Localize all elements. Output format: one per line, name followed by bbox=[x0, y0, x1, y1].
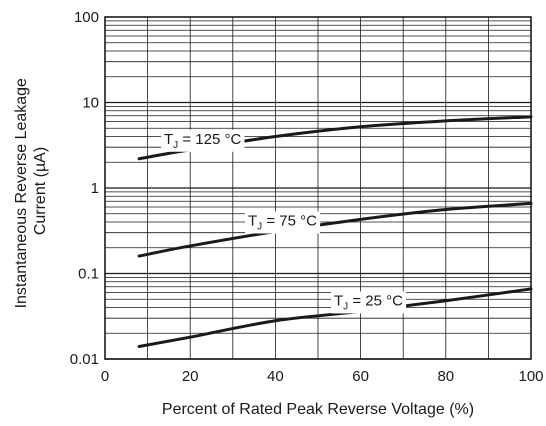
x-tick-label: 20 bbox=[182, 368, 199, 385]
plot-border bbox=[104, 16, 532, 360]
plot-frame bbox=[104, 16, 532, 360]
y-axis-label-line-1: Instantaneous Reverse Leakage bbox=[13, 78, 30, 308]
y-tick-label: 0.1 bbox=[78, 266, 99, 283]
series-label-bg bbox=[331, 291, 407, 314]
x-tick-label: 40 bbox=[267, 368, 284, 385]
x-axis-label: Percent of Rated Peak Reverse Voltage (%… bbox=[162, 401, 474, 418]
y-tick-label: 1 bbox=[91, 180, 99, 197]
grid-lines bbox=[105, 17, 531, 360]
series-label-text: TJ = 125 °C bbox=[164, 131, 241, 151]
series-label-bg bbox=[161, 129, 245, 152]
y-axis-label-line-2: Current (µA) bbox=[32, 147, 49, 235]
series-label-2: TJ = 25 °C bbox=[331, 291, 407, 314]
series-label-1: TJ = 75 °C bbox=[245, 211, 321, 234]
series-line-2 bbox=[137, 287, 533, 349]
y-tick-label: 100 bbox=[74, 9, 99, 26]
series-labels: TJ = 125 °C TJ = 75 °C TJ = 25 °C bbox=[161, 129, 407, 314]
series-label-text: TJ = 25 °C bbox=[334, 292, 403, 312]
y-axis-ticks: 0.01 0.1 1 10 100 bbox=[70, 9, 99, 368]
series-label-text: TJ = 75 °C bbox=[248, 212, 317, 232]
series-label-0: TJ = 125 °C bbox=[161, 129, 245, 152]
y-tick-label: 0.01 bbox=[70, 351, 99, 368]
x-axis-ticks: 0 20 40 60 80 100 bbox=[101, 368, 544, 385]
x-tick-label: 80 bbox=[437, 368, 454, 385]
x-tick-label: 60 bbox=[352, 368, 369, 385]
series-line-1 bbox=[137, 201, 533, 258]
x-tick-label: 100 bbox=[518, 368, 543, 385]
x-tick-label: 0 bbox=[101, 368, 109, 385]
y-axis-label: Instantaneous Reverse Leakage Current (µ… bbox=[13, 74, 49, 309]
y-tick-label: 10 bbox=[82, 95, 99, 112]
series-label-bg bbox=[245, 211, 321, 234]
